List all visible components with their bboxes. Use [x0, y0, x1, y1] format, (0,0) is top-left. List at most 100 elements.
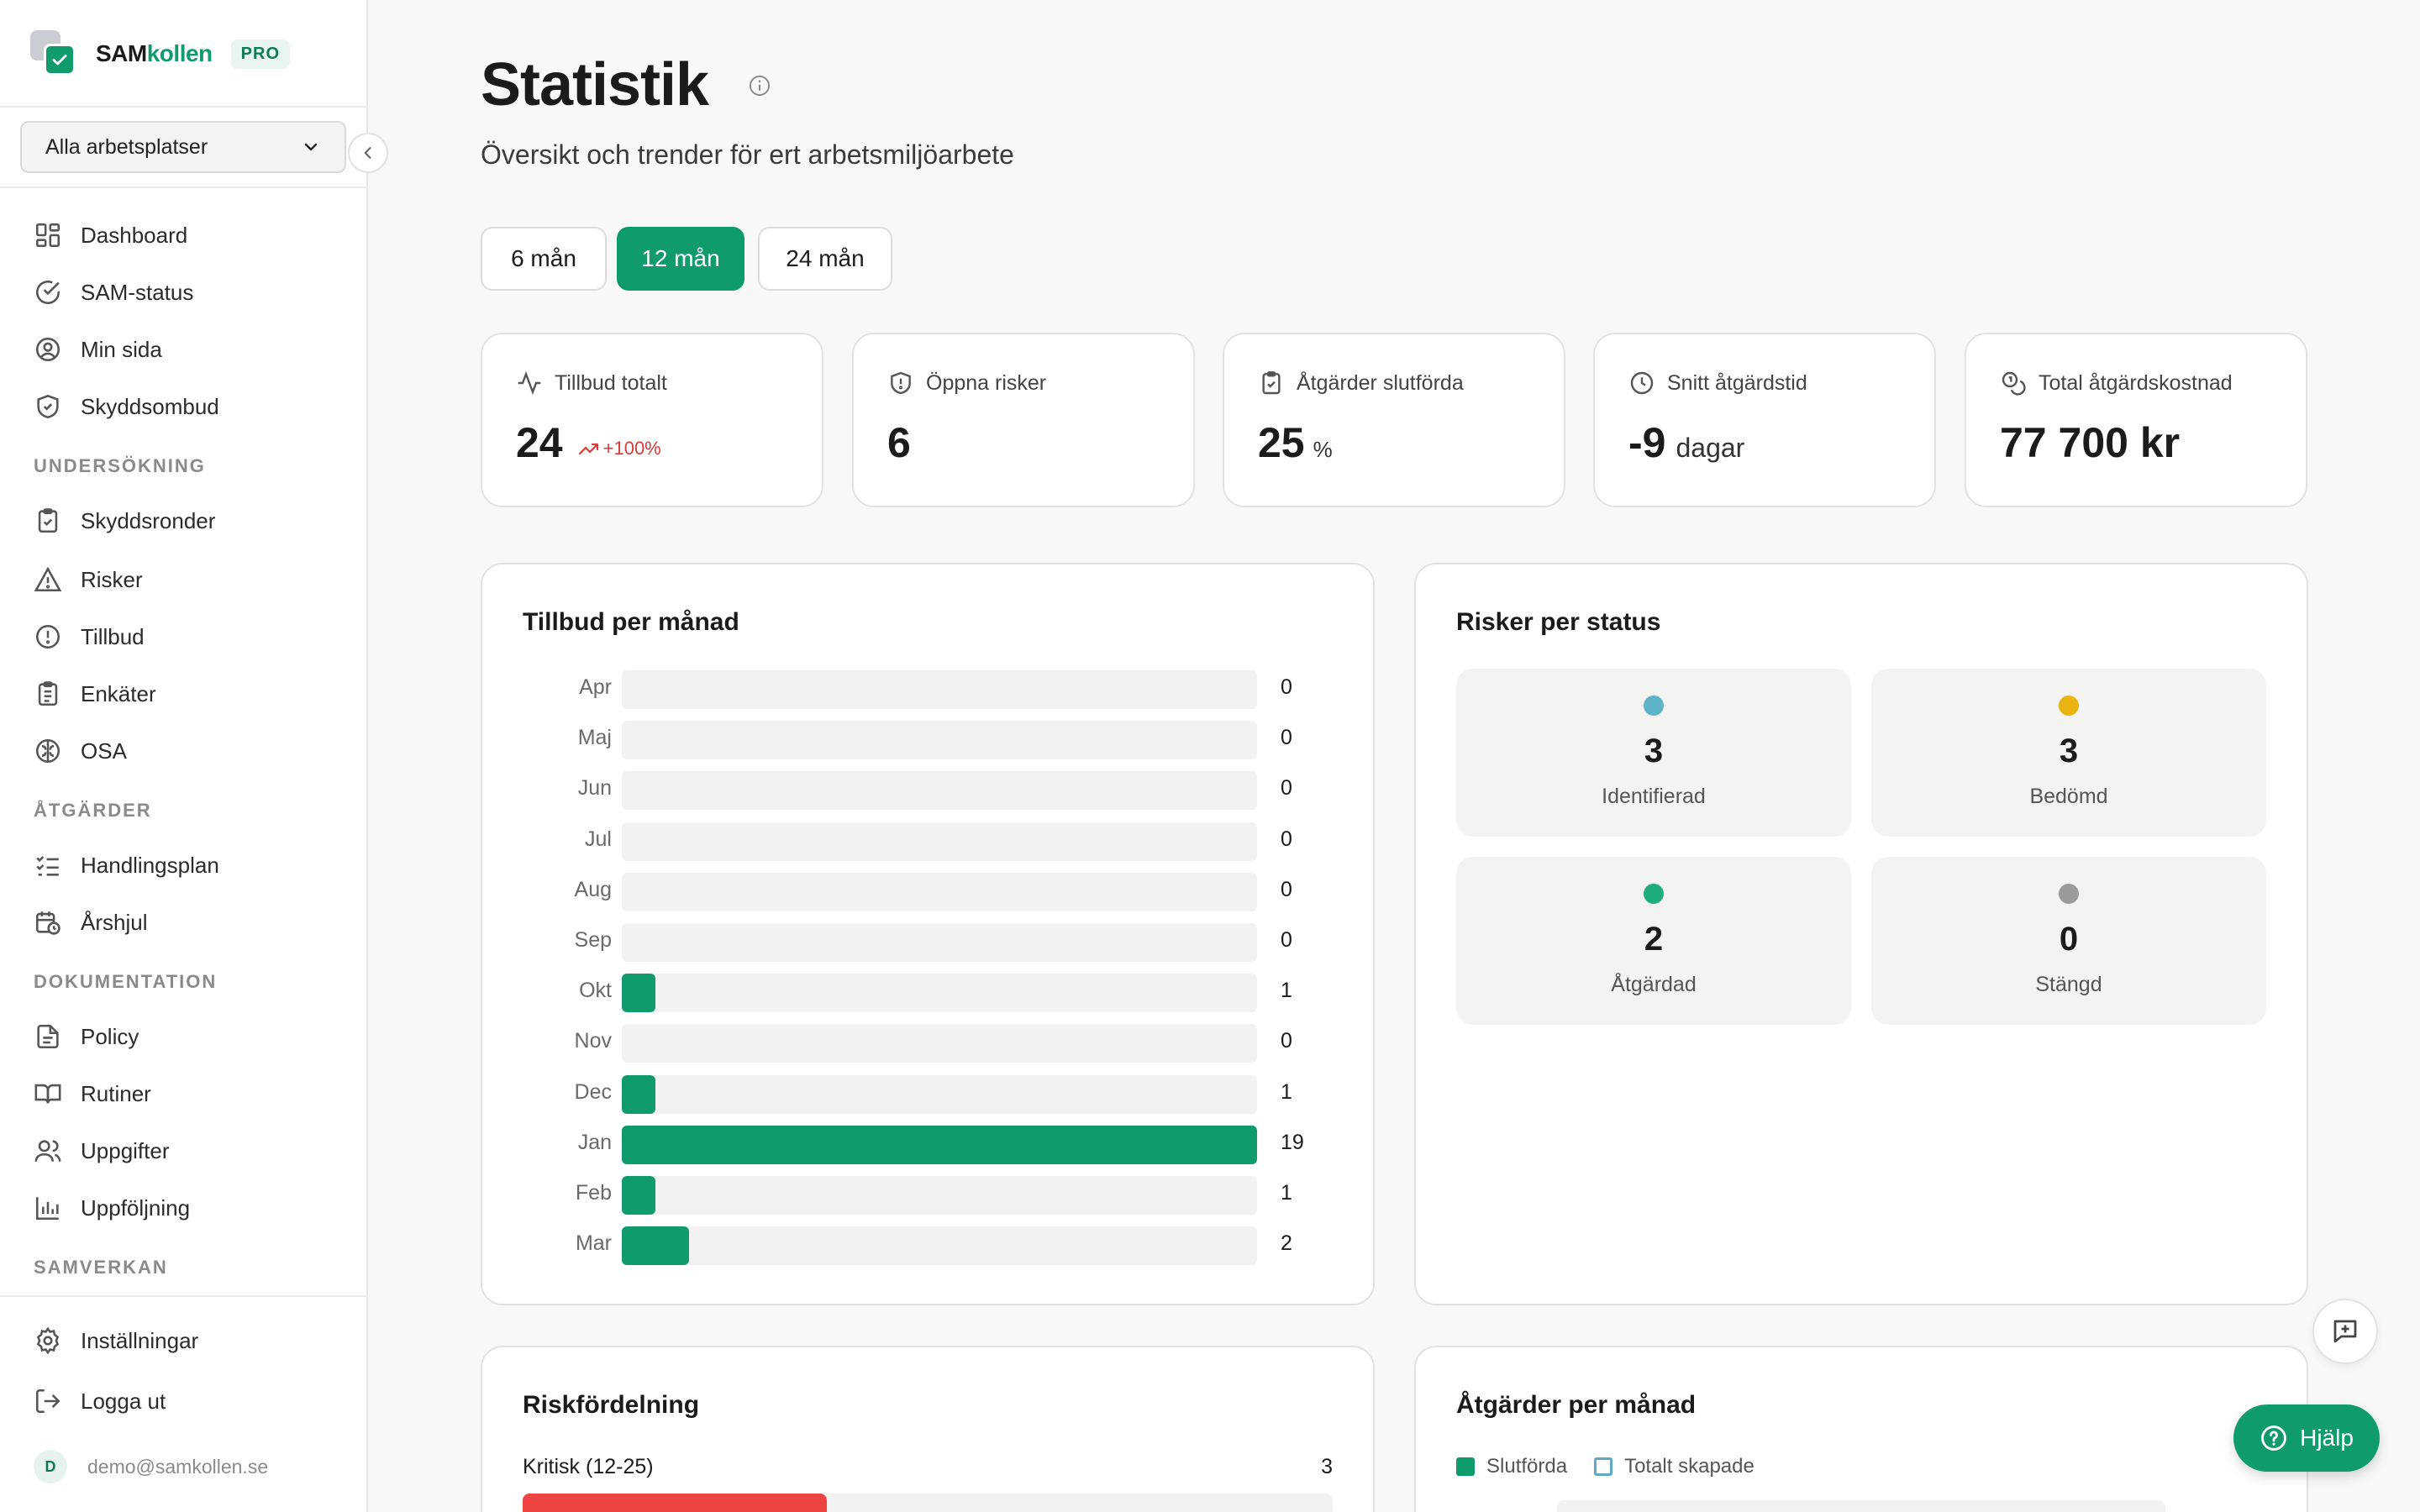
section-samverkan: SAMVERKAN	[34, 1257, 168, 1278]
book-open-icon	[34, 1084, 61, 1104]
help-circle-icon	[2261, 1425, 2286, 1451]
bar[interactable]	[622, 1125, 1257, 1164]
status-count: 0	[2059, 921, 2079, 958]
sidebar-item-osa[interactable]: OSA	[34, 734, 127, 768]
sidebar-item-installningar[interactable]: Inställningar	[34, 1324, 198, 1357]
bar-row-dec: Dec 1	[482, 1074, 1373, 1114]
bar[interactable]	[622, 1074, 655, 1114]
bar-track	[622, 872, 1257, 911]
sidebar-item-uppfoljning[interactable]: Uppföljning	[34, 1191, 190, 1225]
sidebar-item-skyddsombud[interactable]: Skyddsombud	[34, 390, 219, 423]
bar-category-label: Jul	[585, 827, 612, 851]
bar-category-label: Mar	[575, 1231, 612, 1256]
warning-triangle-icon	[34, 566, 62, 592]
bar-track	[622, 1226, 1257, 1266]
avatar: D	[34, 1450, 67, 1483]
feedback-button[interactable]	[2312, 1299, 2378, 1364]
sidebar-item-label: Tillbud	[81, 623, 145, 649]
trend-value: +100%	[602, 438, 661, 459]
kpi-label: Tillbud totalt	[555, 370, 667, 395]
bar-category-label: Dec	[574, 1079, 612, 1104]
sidebar-item-policy[interactable]: Policy	[34, 1020, 139, 1053]
file-text-icon	[37, 1024, 59, 1049]
status-label: Åtgärdad	[1611, 973, 1697, 996]
period-24-months-button[interactable]: 24 mån	[758, 227, 892, 291]
clipboard-check-icon	[1262, 371, 1281, 395]
kpi-unit: dagar	[1676, 433, 1745, 463]
period-6-months-button[interactable]: 6 mån	[481, 227, 607, 291]
bar-value-label: 0	[1281, 726, 1292, 750]
status-tile-bedomd[interactable]: 3 Bedömd	[1871, 669, 2266, 837]
chevron-down-icon	[304, 143, 318, 151]
clipboard-check-icon	[38, 508, 58, 533]
logo[interactable]: SAMkollen PRO	[30, 30, 290, 77]
bar-track	[622, 1176, 1257, 1215]
alert-circle-icon	[35, 624, 60, 649]
bar-value-label: 0	[1281, 1029, 1292, 1053]
status-tile-atgardad[interactable]: 2 Åtgärdad	[1456, 857, 1851, 1025]
bar-value-label: 0	[1281, 776, 1292, 801]
legend-swatch	[1594, 1457, 1613, 1476]
sidebar-item-tillbud[interactable]: Tillbud	[34, 620, 145, 654]
kpi-label: Åtgärder slutförda	[1297, 370, 1464, 395]
sidebar-item-dashboard[interactable]: Dashboard	[34, 218, 187, 252]
bar-category-label: Maj	[577, 726, 612, 750]
section-undersokning: UNDERSÖKNING	[34, 455, 206, 476]
bar[interactable]	[622, 1176, 655, 1215]
shield-check-icon	[37, 394, 59, 419]
sidebar-item-sam-status[interactable]: SAM-status	[34, 276, 193, 309]
user-account[interactable]: D demo@samkollen.se	[34, 1450, 268, 1483]
tillbud-per-manad-card: Tillbud per månad Apr 0 Maj 0 Jun 0 Jul 0 Aug 0 Se…	[481, 563, 1375, 1305]
bar-value-label: 0	[1281, 928, 1292, 952]
bar-row-maj: Maj 0	[482, 719, 1373, 760]
kpi-value: 25	[1258, 419, 1305, 466]
status-tile-stangd[interactable]: 0 Stängd	[1871, 857, 2266, 1025]
bar-track	[622, 1024, 1257, 1063]
info-icon[interactable]	[748, 74, 771, 97]
trending-up-icon	[578, 443, 598, 455]
risker-per-status-card: Risker per status 3 Identifierad 3 Bedöm…	[1414, 563, 2308, 1305]
legend-item-totalt-skapade[interactable]: Totalt skapade	[1594, 1455, 1754, 1478]
workplace-select-value: Alla arbetsplatser	[45, 134, 208, 159]
help-button[interactable]: Hjälp	[2233, 1404, 2380, 1472]
legend-item-slutforda[interactable]: Slutförda	[1456, 1455, 1567, 1478]
status-tile-identifierad[interactable]: 3 Identifierad	[1456, 669, 1851, 837]
sidebar-item-label: OSA	[81, 738, 127, 764]
sidebar-item-label: Logga ut	[81, 1388, 166, 1414]
sidebar-item-rutiner[interactable]: Rutiner	[34, 1077, 151, 1110]
logout-icon	[35, 1389, 60, 1414]
status-dot	[2059, 884, 2079, 904]
bar-row-nov: Nov 0	[482, 1022, 1373, 1063]
users-icon	[34, 1140, 61, 1162]
bar-row-feb: Feb 1	[482, 1174, 1373, 1215]
sidebar-item-logga-ut[interactable]: Logga ut	[34, 1384, 166, 1418]
sidebar-item-min-sida[interactable]: Min sida	[34, 333, 162, 366]
bar-track	[622, 1074, 1257, 1114]
check-circle-icon	[35, 280, 60, 305]
period-12-months-button[interactable]: 12 mån	[617, 227, 744, 291]
bar[interactable]	[622, 974, 655, 1013]
sidebar-item-uppgifter[interactable]: Uppgifter	[34, 1134, 170, 1168]
sidebar-item-enkater[interactable]: Enkäter	[34, 677, 156, 711]
sidebar-item-label: Skyddsronder	[81, 507, 216, 533]
clipboard-list-icon	[38, 681, 58, 706]
calendar-clock-icon	[35, 911, 60, 935]
collapse-sidebar-button[interactable]	[348, 133, 388, 173]
sidebar-item-handlingsplan[interactable]: Handlingsplan	[34, 848, 219, 882]
brain-icon	[35, 738, 60, 764]
kpi-value: 77 700 kr	[2000, 419, 2181, 466]
sidebar-item-arshjul[interactable]: Årshjul	[34, 906, 147, 939]
workplace-select[interactable]: Alla arbetsplatser	[20, 121, 346, 173]
bar-row-apr: Apr 0	[482, 669, 1373, 709]
bar[interactable]	[622, 1226, 689, 1266]
coins-icon	[2002, 371, 2026, 396]
bar-value-label: 1	[1281, 1079, 1292, 1104]
section-atgarder: ÅTGÄRDER	[34, 800, 152, 821]
sidebar-item-risker[interactable]: Risker	[34, 563, 143, 596]
card-title: Åtgärder per månad	[1456, 1391, 1697, 1419]
bar-row-aug: Aug 0	[482, 871, 1373, 911]
chart-legend: Slutförda Totalt skapade	[1456, 1455, 1781, 1478]
dashboard-icon	[35, 223, 60, 248]
sidebar-item-skyddsronder[interactable]: Skyddsronder	[34, 504, 215, 538]
bar-track	[622, 1125, 1257, 1164]
